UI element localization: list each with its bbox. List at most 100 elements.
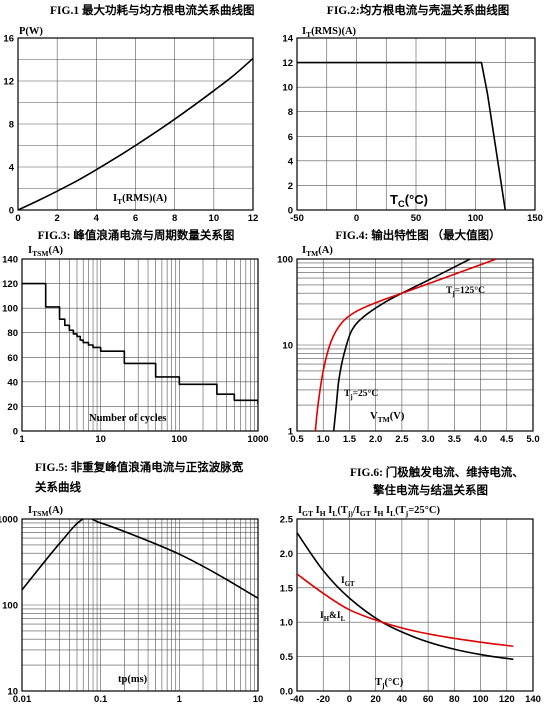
- fig6-series-1-label: IGT​: [341, 576, 355, 588]
- fig5-title: FIG.5: 非重复峰值浪涌电流与正弦波脉宽: [35, 460, 244, 474]
- fig3-x-tick-label: 100: [171, 434, 187, 445]
- fig1-y-tick-label: 8: [9, 120, 14, 131]
- fig6-y-axis-label: IGT​ IH​ IL​(Tj)​/IGT​ IH​ IL​(Tj​=25°C): [298, 505, 440, 518]
- fig4-series-2-label: Tj​=125°C: [446, 285, 485, 298]
- fig1-x-tick-label: 8: [172, 213, 177, 224]
- fig4-y-tick-label: 1: [288, 427, 294, 438]
- fig1-x-tick-label: 6: [133, 213, 138, 224]
- fig6-x-tick-label: 100: [473, 694, 489, 705]
- fig3-x-axis-label: Number of cycles: [89, 413, 166, 424]
- fig5-y-tick-label: 10: [7, 687, 18, 698]
- fig3-chart: FIG.3: 峰值浪涌电流与周期数量关系图 1 10 100 1000 0 20 40 60 80…: [2, 228, 268, 445]
- fig4-y-tick-label: 10: [282, 341, 293, 352]
- fig6-series-2-line: [297, 573, 514, 648]
- fig5-title-line2: 关系曲线: [35, 480, 81, 494]
- fig2-y-axis-label: IT​(RMS)(A): [302, 26, 357, 39]
- fig4-x-tick-label: 4.0: [474, 434, 487, 445]
- fig2-y-tick-label: 6: [288, 132, 293, 143]
- fig6-title-line2: 擎住电流与结温关系图: [373, 483, 488, 497]
- fig1-x-tick-label: 10: [209, 213, 220, 224]
- fig4-x-tick-label: 3.5: [448, 434, 462, 445]
- fig5-y-axis-label: ITSM​(A): [28, 505, 64, 518]
- fig6-title: FIG.6: 门极触发电流、维持电流、: [350, 465, 524, 479]
- fig5-y-tick-label: 1000: [0, 515, 18, 526]
- fig6-x-tick-label: 140: [525, 694, 541, 705]
- fig4-x-axis-label: VTM​(V): [370, 411, 405, 424]
- fig3-plot-frame: [21, 258, 259, 432]
- fig6-x-axis-label: Tj​(°C): [375, 677, 404, 690]
- fig5-x-tick-label: 1: [177, 694, 183, 705]
- fig3-y-axis-label: ITSM​(A): [28, 245, 64, 258]
- fig4-y-tick-label: 100: [277, 255, 293, 266]
- fig2-y-tick-label: 0: [288, 206, 293, 217]
- fig2-series-1-line: [297, 61, 507, 210]
- fig1-series-1-line: [18, 57, 253, 210]
- fig2-chart: FIG.2:均方根电流与壳温关系曲线图-50 0 50 100 150024681012…: [282, 3, 543, 224]
- fig1-x-tick-label: 12: [248, 213, 259, 224]
- fig2-y-tick-label: 12: [282, 58, 293, 69]
- fig3-series-1-line: [22, 282, 258, 404]
- fig6-series-2-label: IH​&IL​: [320, 611, 346, 623]
- fig4-x-tick-label: 5.0: [526, 434, 539, 445]
- fig3-y-tick-label: 80: [7, 328, 18, 339]
- fig1-x-tick-label: 4: [94, 213, 100, 224]
- fig3-y-tick-label: 100: [2, 304, 18, 315]
- fig4-series-2-line: [314, 259, 497, 431]
- fig1-y-tick-label: 16: [3, 34, 14, 45]
- fig4-plot-frame: [296, 258, 534, 432]
- fig2-y-tick-label: 4: [288, 156, 294, 167]
- fig2-x-tick-label: 50: [411, 213, 422, 224]
- fig1-chart: FIG.1 最大功耗与均方根电流关系曲线图 0 2 4 6 8 10 12 0 4 8 12 16 P(W…: [3, 3, 258, 224]
- fig3-y-tick-label: 120: [2, 279, 18, 290]
- fig4-grid: [296, 258, 534, 432]
- fig2-x-tick-label: 150: [527, 213, 543, 224]
- fig3-grid: [21, 258, 259, 432]
- fig6-x-tick-label: 80: [449, 694, 460, 705]
- fig1-grid: [17, 37, 254, 211]
- fig4-x-tick-label: 1.5: [343, 434, 357, 445]
- fig5-x-tick-label: 0.1: [94, 694, 108, 705]
- fig2-y-tick-label: 14: [282, 34, 293, 45]
- fig6-y-tick-label: 1.5: [280, 583, 294, 594]
- fig1-title: FIG.1 最大功耗与均方根电流关系曲线图: [50, 3, 254, 17]
- fig2-y-tick-label: 2: [288, 181, 293, 192]
- fig4-x-tick-label: 4.5: [500, 434, 514, 445]
- fig1-plot-frame: [17, 37, 254, 211]
- fig2-grid: [296, 37, 536, 211]
- fig5-plot-frame: [21, 518, 259, 692]
- fig4-y-axis-label: ITM​(A): [302, 245, 333, 258]
- fig6-y-tick-label: 2.0: [280, 549, 293, 560]
- fig4-x-tick-label: 2.0: [369, 434, 382, 445]
- fig2-title: FIG.2:均方根电流与壳温关系曲线图: [327, 3, 509, 17]
- fig3-y-tick-label: 0: [13, 427, 18, 438]
- fig3-title: FIG.3: 峰值浪涌电流与周期数量关系图: [38, 228, 235, 242]
- fig2-x-axis-label: TC​(°C): [390, 192, 428, 209]
- fig3-y-tick-label: 20: [7, 402, 18, 413]
- fig2-y-tick-label: 10: [282, 83, 293, 94]
- fig3-x-tick-label: 10: [95, 434, 106, 445]
- fig1-x-tick-label: 0: [15, 213, 20, 224]
- fig3-y-tick-label: 60: [7, 353, 18, 364]
- fig2-x-tick-label: 100: [468, 213, 484, 224]
- fig5-y-tick-label: 100: [2, 601, 18, 612]
- fig5-x-axis-label: tp(ms): [118, 674, 148, 685]
- fig6-plot-frame: [296, 518, 534, 692]
- fig6-x-tick-label: -40: [290, 694, 304, 705]
- fig6-x-tick-label: 120: [499, 694, 515, 705]
- fig1-x-axis-label: IT​(RMS)(A): [113, 193, 168, 206]
- fig3-y-tick-label: 40: [7, 377, 18, 388]
- fig6-x-tick-label: 40: [397, 694, 408, 705]
- fig4-chart: FIG.4: 输出特性图 （最大值图） 0.5 1.0 1.5 2.0 2.5 3.0 3.5…: [277, 228, 539, 445]
- fig5-x-tick-label: 10: [253, 694, 264, 705]
- fig3-x-tick-label: 1000: [247, 434, 268, 445]
- fig1-y-axis-label: P(W): [19, 26, 43, 37]
- fig1-y-tick-label: 0: [9, 206, 14, 217]
- fig6-x-tick-label: -20: [316, 694, 330, 705]
- fig6-y-tick-label: 1.0: [280, 618, 293, 629]
- fig6-y-tick-label: 0.5: [280, 652, 294, 663]
- fig6-chart: FIG.6: 门极触发电流、维持电流、擎住电流与结温关系图 -40 -20 0 20 40…: [280, 465, 541, 705]
- fig2-x-tick-label: -50: [290, 213, 304, 224]
- fig3-y-tick-label: 140: [2, 255, 18, 266]
